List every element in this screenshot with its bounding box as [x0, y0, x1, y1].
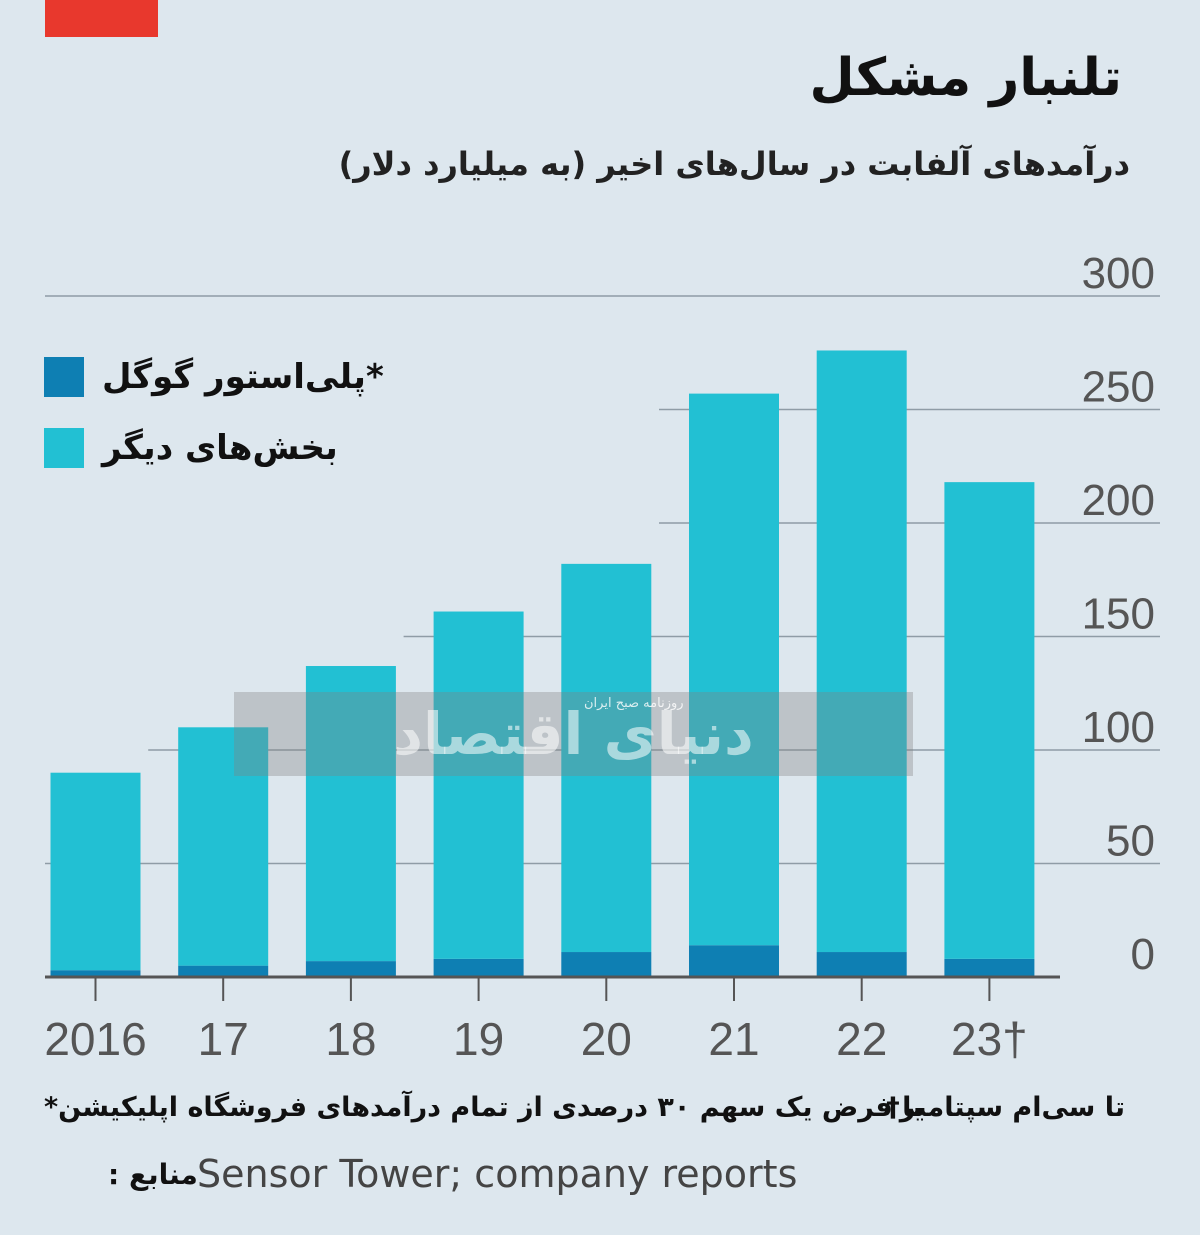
bar-segment-play-store [433, 958, 524, 977]
legend-label-other: بخش‌های دیگر [102, 428, 338, 468]
watermark-subtext: روزنامه صبح ایران [584, 696, 684, 711]
bar-segment-other [305, 666, 396, 962]
legend-item-other: بخش‌های دیگر [44, 428, 338, 468]
watermark-logo: دنیای اقتصاد [393, 700, 754, 768]
bar-segment-other [561, 563, 652, 953]
x-tick-label: 21 [708, 1013, 759, 1065]
bar-segment-other [689, 393, 779, 946]
bar-segment-play-store [178, 965, 269, 977]
source-text: Sensor Tower; company reports [197, 1152, 798, 1196]
x-tick-label: 22 [836, 1013, 887, 1065]
y-tick-label: 300 [1082, 249, 1155, 298]
x-tick-label: 2016 [44, 1013, 146, 1065]
bar-segment-other [178, 727, 269, 966]
source-label: منابع : [108, 1158, 198, 1191]
bar-segment-play-store [944, 958, 1035, 977]
bar-segment-play-store [305, 961, 396, 977]
x-tick-label: 19 [453, 1013, 504, 1065]
y-tick-label: 0 [1131, 930, 1155, 979]
legend-label-play-store: *پلی‌استور گوگل [102, 357, 384, 397]
bar-segment-other [50, 772, 141, 971]
x-tick-label: 23† [951, 1013, 1028, 1065]
footnote-star: با فرض یک سهم ۳۰ درصدی از تمام درآمدهای … [44, 1092, 923, 1123]
legend-swatch-play-store [44, 357, 84, 397]
bar-chart: 0 50 100 150 200 250 300 2016 17 18 19 20 21 22 23† [44, 249, 1160, 1065]
bar-segment-play-store [689, 945, 779, 977]
y-tick-label: 200 [1082, 476, 1155, 525]
legend-swatch-other [44, 428, 84, 468]
y-tick-label: 250 [1082, 363, 1155, 412]
chart-subtitle: درآمدهای آلفابت در سال‌های اخیر (به میلی… [338, 145, 1130, 183]
bar-segment-other [944, 482, 1035, 959]
y-tick-label: 100 [1082, 703, 1155, 752]
accent-bar [45, 0, 158, 37]
bar-segment-play-store [50, 970, 141, 977]
x-tick-label: 18 [325, 1013, 376, 1065]
legend-item-play-store: *پلی‌استور گوگل [44, 357, 384, 397]
x-tick-label: 17 [198, 1013, 249, 1065]
y-tick-label: 150 [1082, 590, 1155, 639]
chart-title: تلنبار مشکل [809, 48, 1122, 108]
y-tick-label: 50 [1106, 817, 1155, 866]
bar-segment-other [433, 611, 524, 959]
x-tick-label: 20 [581, 1013, 632, 1065]
bar-segment-play-store [561, 952, 652, 977]
bar-segment-other [816, 350, 907, 953]
footnote-dagger: تا سی‌ام سپتامبر† [886, 1092, 1125, 1123]
watermark: دنیای اقتصاد روزنامه صبح ایران [234, 692, 913, 776]
bar-segment-play-store [816, 952, 907, 977]
